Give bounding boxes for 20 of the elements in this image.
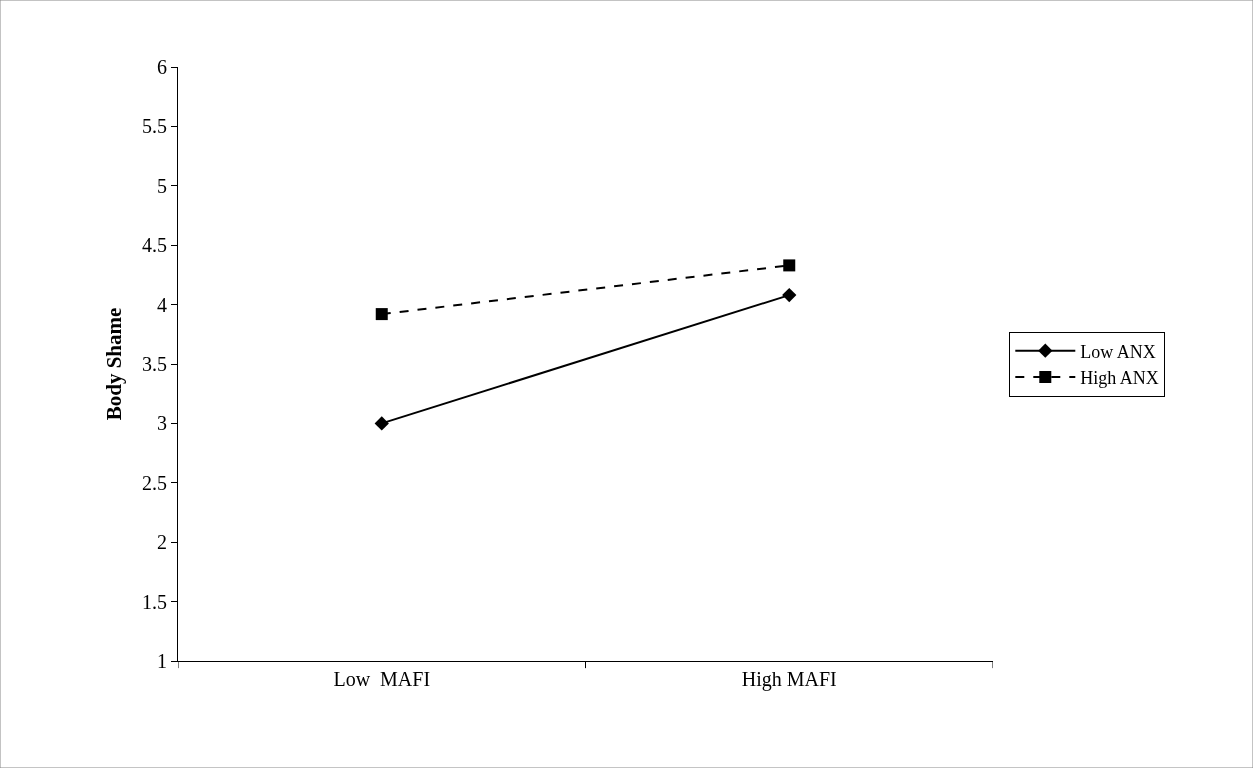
y-tick-label: 5.5 bbox=[142, 115, 167, 138]
point bbox=[783, 259, 796, 272]
y-tick-label: 4.5 bbox=[142, 234, 167, 257]
point bbox=[374, 416, 389, 431]
y-tick-label: 1 bbox=[157, 650, 167, 672]
legend-label: High ANX bbox=[1080, 368, 1159, 389]
y-tick-label: 5 bbox=[157, 174, 167, 197]
x-tick-label: High MAFI bbox=[741, 668, 837, 691]
x-tick-label: Low MAFI bbox=[333, 668, 431, 690]
y-axis-title: Body Shame bbox=[102, 307, 127, 421]
y-tick-label: 4 bbox=[157, 293, 167, 316]
y-tick-label: 6 bbox=[157, 56, 167, 78]
y-tick-label: 2 bbox=[157, 531, 167, 554]
point bbox=[782, 287, 797, 303]
y-tick-label: 1.5 bbox=[142, 590, 167, 613]
y-tick-label: 2.5 bbox=[142, 471, 167, 494]
point bbox=[375, 308, 388, 321]
y-tick-label: 3 bbox=[157, 412, 167, 435]
legend-label: Low ANX bbox=[1080, 341, 1156, 362]
y-tick-label: 3.5 bbox=[142, 353, 167, 375]
